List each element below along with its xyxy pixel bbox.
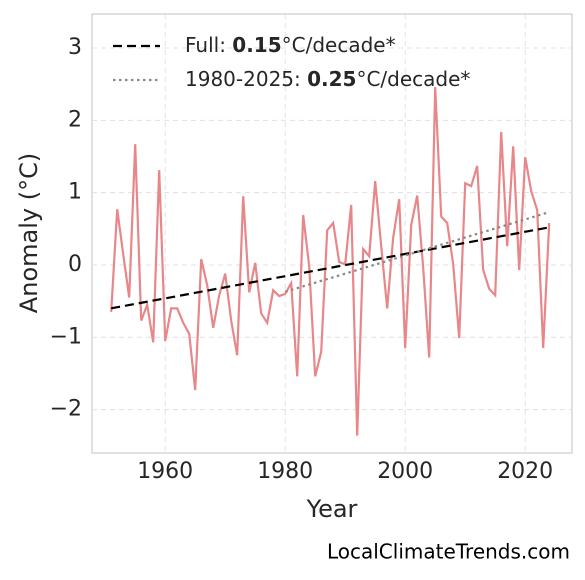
y-tick-label: 3 xyxy=(68,35,82,60)
y-tick-label: 1 xyxy=(68,180,82,205)
legend-text: 0.15 xyxy=(232,33,281,57)
x-tick-label: 1980 xyxy=(257,459,313,484)
series-line xyxy=(284,211,550,293)
y-tick-label: −2 xyxy=(50,397,82,422)
legend-label: Full: 0.15°C/decade* xyxy=(185,33,396,57)
legend-text: 0.25 xyxy=(307,67,356,91)
y-axis-label: Anomaly (°C) xyxy=(15,153,43,313)
legend-text: 1980-2025: xyxy=(185,67,307,91)
x-tick-label: 2000 xyxy=(377,459,433,484)
plot-area xyxy=(91,13,573,454)
legend-text: °C/decade* xyxy=(356,67,470,91)
series-line xyxy=(110,86,551,436)
series-line xyxy=(110,226,550,310)
legend-label: 1980-2025: 0.25°C/decade* xyxy=(185,67,470,91)
x-tick-label: 2020 xyxy=(497,459,553,484)
x-axis-label: Year xyxy=(306,495,358,523)
source: LocalClimateTrends.com xyxy=(327,540,570,564)
legend-text: Full: xyxy=(185,33,232,57)
legend-text: °C/decade* xyxy=(282,33,396,57)
x-tick-label: 1960 xyxy=(137,459,193,484)
y-tick-label: 2 xyxy=(68,107,82,132)
y-tick-label: −1 xyxy=(50,324,82,349)
y-tick-label: 0 xyxy=(68,252,82,277)
